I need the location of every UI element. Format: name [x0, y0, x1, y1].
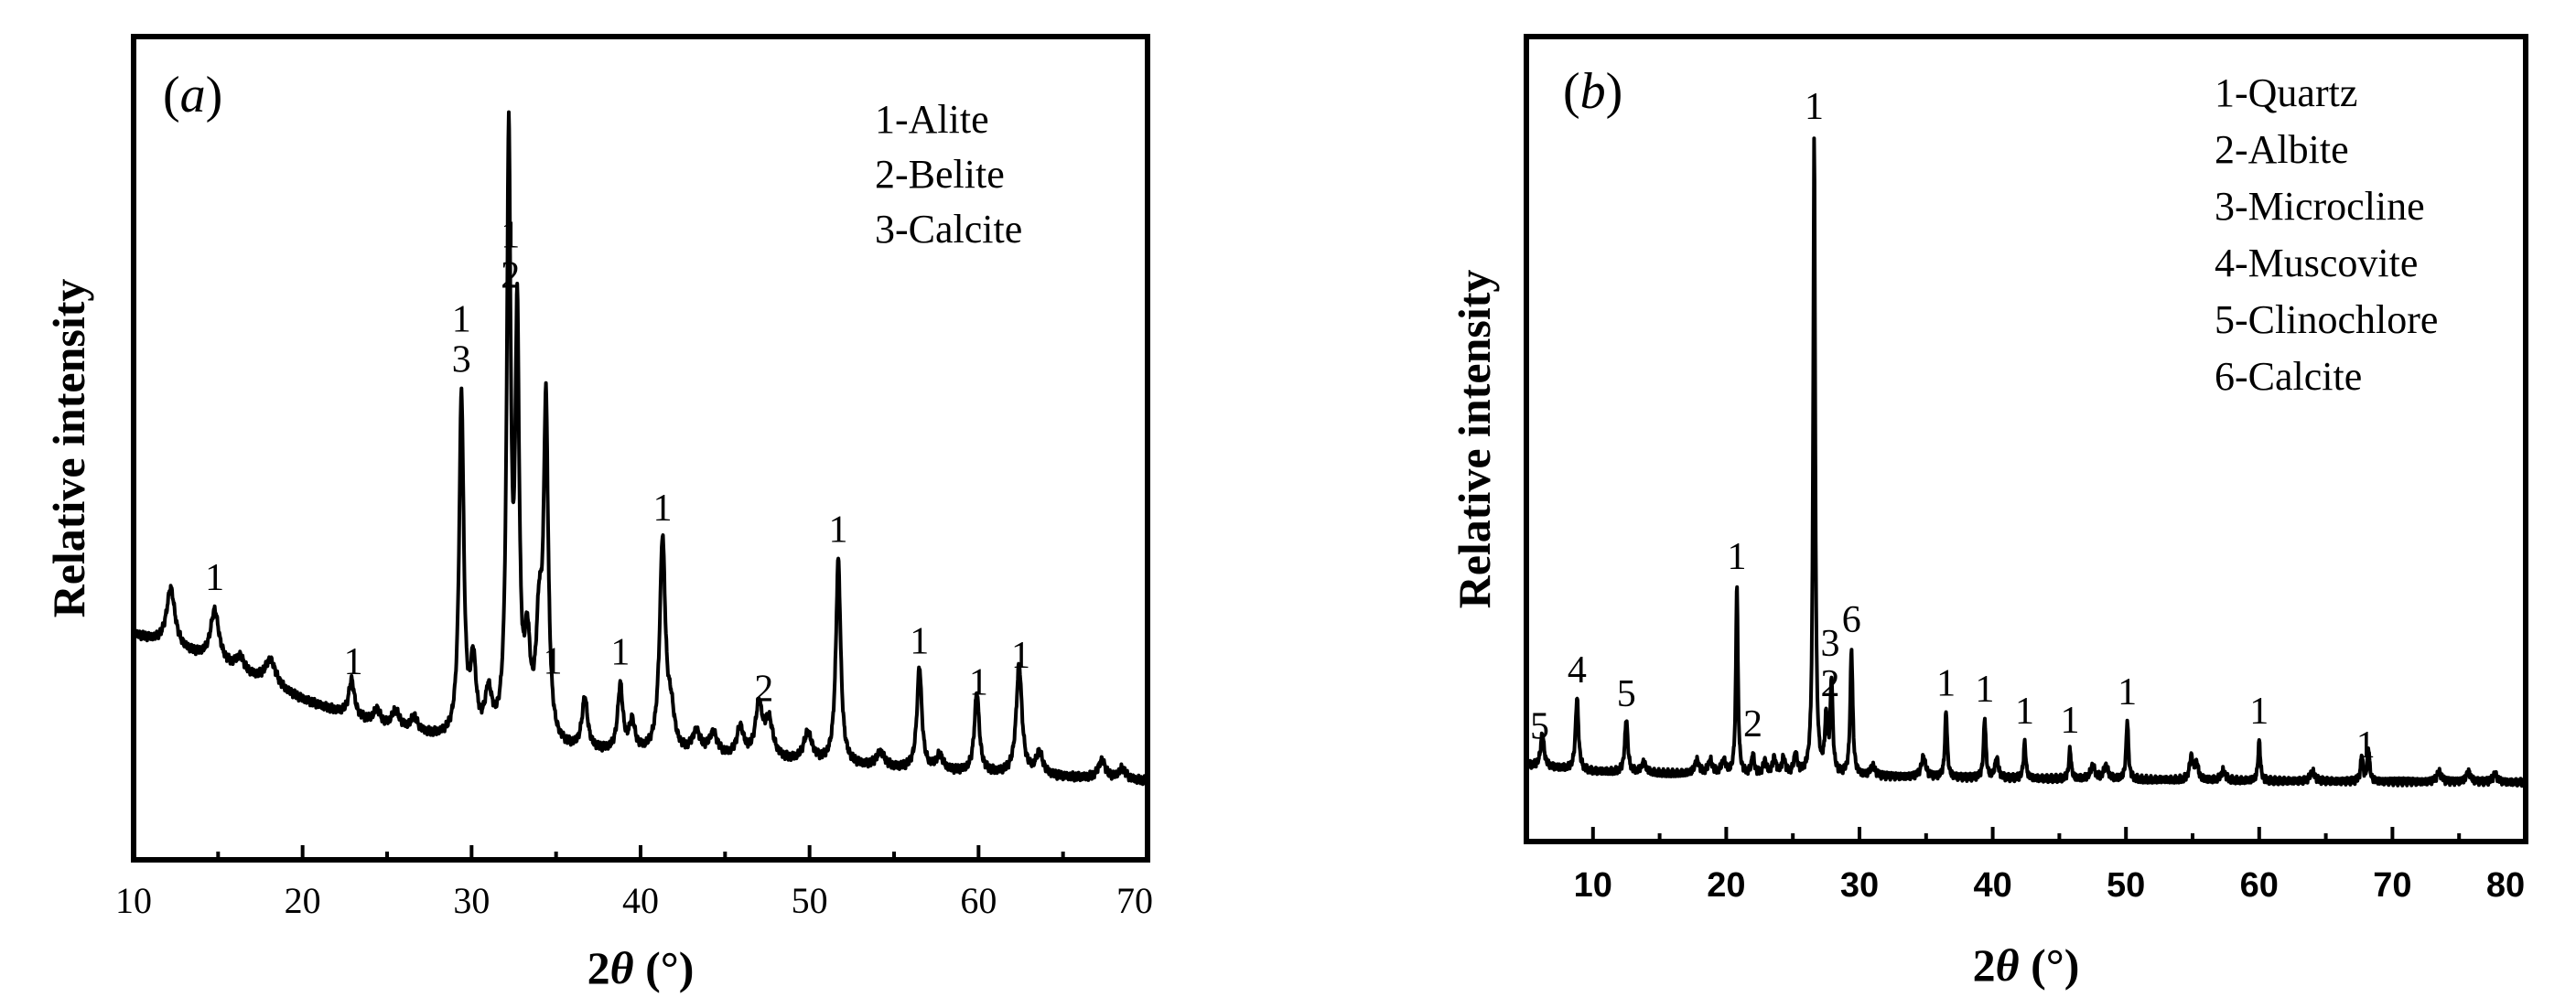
x-tick-label: 60 — [2240, 866, 2279, 905]
chart-panel-b: (b) 1-Quartz 2-Albite 3-Microcline 4-Muscov… — [1449, 34, 2528, 991]
peak-label: 1 — [1728, 536, 1747, 578]
peak-label: 2 — [1820, 663, 1839, 705]
peak-label: 6 — [1842, 599, 1861, 641]
x-tick-label: 30 — [1840, 866, 1879, 905]
peak-label: 1 — [1011, 635, 1030, 677]
diffraction-trace-b — [1525, 136, 2527, 788]
x-tick-label: 70 — [1116, 880, 1153, 921]
peak-label: 3 — [452, 339, 471, 381]
x-axis-label-b: 2θ (°) — [1973, 939, 2080, 991]
peak-label: 2 — [754, 668, 773, 710]
legend-entry: 2-Albite — [2215, 127, 2349, 172]
peak-label: 4 — [1568, 649, 1587, 692]
x-tick-label: 10 — [115, 880, 152, 921]
peak-label: 5 — [1617, 673, 1636, 715]
peak-label: 1 — [452, 299, 471, 341]
x-tick-label: 50 — [2107, 866, 2145, 905]
x-tick-label: 10 — [1574, 866, 1612, 905]
peak-label: 1 — [543, 641, 562, 683]
plot-frame-b — [1524, 34, 2528, 844]
peak-label: 1 — [610, 631, 630, 673]
peak-label: 1 — [2061, 700, 2080, 742]
chart-panel-a: (a) 1-Alite 2-Belite 3-Calcite 10 20 30 40 50 6… — [43, 34, 1153, 993]
x-tick-label: 80 — [2486, 866, 2525, 905]
peak-label: 1 — [344, 641, 363, 683]
peak-label: 5 — [1530, 705, 1549, 747]
peak-label: 2 — [501, 255, 520, 297]
legend-b: 1-Quartz 2-Albite 3-Microcline 4-Muscovite 5… — [2215, 70, 2438, 399]
peak-label: 1 — [653, 488, 673, 530]
peak-label: 1 — [910, 620, 929, 662]
peak-label: 2 — [1743, 703, 1762, 745]
peak-label: 1 — [2356, 724, 2376, 767]
x-axis-ticks-b: 10 20 30 40 50 60 70 80 — [1525, 827, 2527, 905]
peak-label: 1 — [969, 661, 988, 703]
x-tick-label: 60 — [960, 880, 997, 921]
x-axis-ticks-a: 10 20 30 40 50 60 70 — [115, 845, 1153, 921]
legend-entry: 2-Belite — [875, 152, 1005, 197]
x-tick-label: 50 — [792, 880, 828, 921]
peak-label: 1 — [829, 509, 848, 552]
peak-label: 1 — [1936, 662, 1956, 704]
peak-label: 1 — [2015, 691, 2034, 733]
legend-entry: 1-Quartz — [2215, 70, 2357, 115]
peak-label: 1 — [501, 215, 520, 257]
legend-entry: 1-Alite — [875, 97, 989, 142]
x-axis-label-a: 2θ (°) — [587, 942, 695, 993]
peak-label: 1 — [2249, 691, 2269, 733]
legend-entry: 6-Calcite — [2215, 354, 2362, 399]
peak-label: 1 — [205, 557, 224, 599]
panel-tag-b: (b) — [1563, 63, 1622, 120]
peak-label: 1 — [1975, 669, 1994, 711]
x-tick-label: 30 — [453, 880, 490, 921]
peak-label: 1 — [2118, 671, 2137, 713]
x-tick-label: 40 — [622, 880, 659, 921]
legend-entry: 3-Calcite — [875, 207, 1022, 252]
peak-label: 3 — [1820, 623, 1839, 665]
x-tick-label: 40 — [1973, 866, 2011, 905]
x-tick-label: 20 — [1707, 866, 1745, 905]
y-axis-label-a: Relative intensity — [43, 279, 94, 618]
panel-tag-a: (a) — [163, 67, 222, 123]
peak-label: 1 — [1805, 86, 1824, 128]
x-tick-label: 20 — [285, 880, 321, 921]
legend-a: 1-Alite 2-Belite 3-Calcite — [875, 97, 1022, 252]
legend-entry: 3-Microcline — [2215, 184, 2425, 229]
legend-entry: 4-Muscovite — [2215, 241, 2418, 285]
legend-entry: 5-Clinochlore — [2215, 297, 2438, 342]
x-tick-label: 70 — [2373, 866, 2411, 905]
diffraction-trace-a — [132, 110, 1149, 787]
y-axis-label-b: Relative intensity — [1449, 270, 1500, 609]
